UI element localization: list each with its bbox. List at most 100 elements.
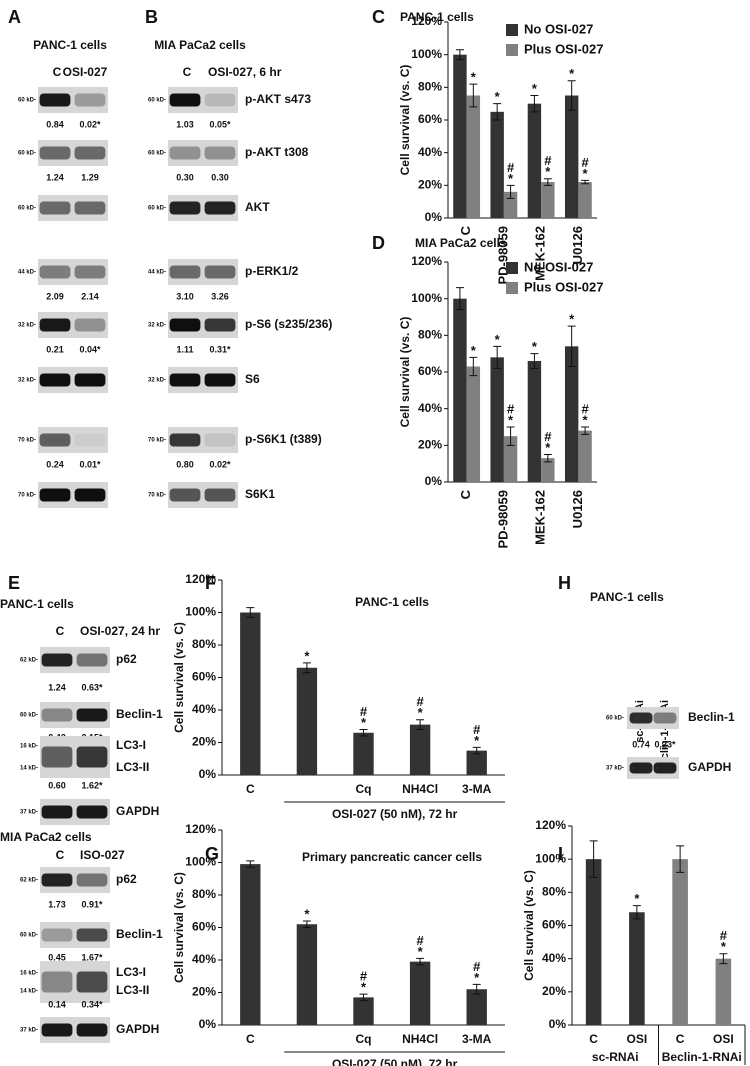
kd-label: 32 kD- [148,378,166,384]
bar [541,182,555,218]
y-tick-label: 40% [418,401,442,415]
blot-band [169,488,201,502]
error-bar [469,83,478,108]
error-bar [530,95,539,113]
y-tick-label: 0% [425,210,443,224]
panel-letter: G [205,844,219,864]
bar [409,961,431,1025]
significance-mark: # [416,933,424,948]
significance-mark: # [473,722,481,737]
error-bar [455,287,464,311]
quant-value: 0.84 [46,119,64,129]
error-bar [543,454,552,463]
y-tick-label: 20% [418,438,442,452]
kd-label: 60 kD- [18,206,36,212]
x-tick-label: OSI [627,1032,648,1046]
blot-band [39,93,71,107]
lane-label: C [183,65,192,79]
kd-label: 60 kD- [148,98,166,104]
y-tick-label: 80% [418,80,442,94]
error-bar [543,178,552,186]
blot-band [169,146,201,160]
significance-mark: * [304,648,310,663]
kd-label: 37 kD- [20,810,38,816]
group-label: Beclin-1-RNAi [662,1050,742,1064]
blot-band [629,712,653,724]
error-bar [359,729,368,737]
y-tick-label: 120% [411,14,442,28]
panel-letter: I [558,844,563,864]
significance-mark: # [360,969,368,984]
bar [466,366,481,482]
bar [715,958,732,1025]
blot-band [204,318,236,332]
blot-band [39,373,71,387]
error-bar [472,746,481,755]
blot-band [39,433,71,447]
blot-band [653,712,677,724]
error-bar [632,905,641,920]
blot-band [204,146,236,160]
protein-label: Beclin-1 [688,710,735,724]
quant-value: 0.14 [48,999,66,1009]
panel-letter: A [8,7,21,27]
error-bar [359,993,368,1002]
y-tick-label: 40% [418,145,442,159]
quant-value: 0.24 [46,459,64,469]
protein-label: p-S6 (s235/236) [245,317,332,331]
blot-band [74,93,106,107]
lane-label: C [56,848,65,862]
blot-band [39,318,71,332]
protein-label: Beclin-1 [116,707,163,721]
blot-band [169,93,201,107]
x-tick-label: NH4Cl [402,1032,438,1046]
y-tick-label: 60% [192,670,216,684]
y-tick-label: 80% [418,328,442,342]
x-tick-label: Cq [356,1032,372,1046]
blot-band [74,146,106,160]
blot-band [204,201,236,215]
significance-mark: # [544,153,552,168]
y-tick-label: 40% [192,952,216,966]
significance-mark: * [721,939,727,954]
significance-mark: * [418,944,424,959]
x-tick-label: C [458,225,473,235]
blot-band [169,373,201,387]
significance-mark: * [474,733,480,748]
kd-label: 14 kD- [20,989,38,995]
kd-label: 60 kD- [20,933,38,939]
significance-mark: # [720,928,728,943]
blot-band [41,1023,73,1037]
blot-band [41,971,73,993]
bar [527,103,542,218]
kd-label: 16 kD- [20,971,38,977]
lane-label: C [56,624,65,638]
significance-mark: * [304,906,310,921]
error-bar [416,957,425,966]
error-bar [455,49,464,61]
y-tick-label: 80% [542,885,566,899]
significance-mark: * [508,412,514,427]
bar [672,859,688,1025]
y-tick-label: 120% [411,254,442,268]
panel-letter: C [372,7,385,27]
panel-letter: B [145,7,158,27]
significance-mark: # [507,160,515,175]
quant-value: 0.34* [81,999,103,1009]
protein-label: GAPDH [116,1022,159,1036]
panel-title: MIA PaCa2 cells [154,38,246,52]
group-label: OSI-027 (50 nM), 72 hr [332,807,458,821]
bar [466,95,481,218]
quant-value: 0.05* [209,119,231,129]
blot-band [76,928,108,942]
blot-band [76,746,108,768]
y-tick-label: 100% [411,47,442,61]
y-tick-label: 60% [192,920,216,934]
chart-title: PANC-1 cells [400,10,474,24]
quant-value: 1.11 [176,344,193,354]
blot-band [74,318,106,332]
y-tick-label: 0% [199,1017,217,1031]
kd-label: 32 kD- [18,378,36,384]
error-bar [506,426,515,446]
legend-label: No OSI-027 [524,259,593,274]
